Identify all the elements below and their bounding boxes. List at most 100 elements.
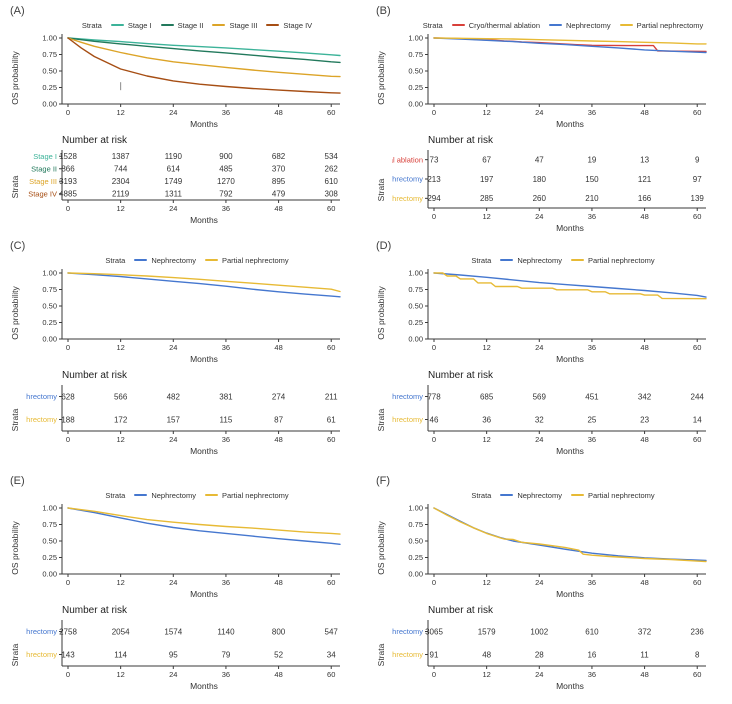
risk-count: 166 bbox=[638, 194, 652, 203]
risk-count: 139 bbox=[691, 194, 705, 203]
risk-count: 2304 bbox=[112, 177, 130, 186]
x-tick-label: 24 bbox=[535, 578, 543, 587]
legend-title: Strata bbox=[105, 255, 126, 265]
legend-title: Strata bbox=[81, 20, 102, 30]
risk-count: 32 bbox=[535, 415, 544, 424]
legend-line-swatch bbox=[160, 24, 174, 26]
legend: Strata Nephrectomy Partial nephrectomy bbox=[28, 253, 366, 267]
x-axis-title: Months bbox=[190, 119, 218, 129]
x-tick-label: 24 bbox=[535, 108, 543, 117]
legend-item-stage-iii: Stage III bbox=[212, 21, 257, 30]
x-tick-label: 36 bbox=[588, 670, 596, 679]
x-tick-label: 36 bbox=[222, 578, 230, 587]
panel-label: (E) bbox=[10, 475, 25, 487]
risk-count: 451 bbox=[585, 392, 599, 401]
legend-line-swatch bbox=[619, 24, 633, 26]
y-tick-label: 0.25 bbox=[408, 553, 423, 562]
x-tick-label: 0 bbox=[66, 108, 70, 117]
km-plot: 0.00 0.25 0.50 0.75 1.00 0 12 24 36 48 60 Months bbox=[42, 34, 341, 129]
x-tick-label: 0 bbox=[66, 578, 70, 587]
x-axis-title: Months bbox=[190, 589, 218, 599]
x-tick-label: 60 bbox=[693, 343, 701, 352]
x-tick-label: 12 bbox=[116, 578, 124, 587]
risk-count: 792 bbox=[219, 190, 233, 199]
risk-count: 381 bbox=[219, 392, 233, 401]
risk-count: 67 bbox=[482, 155, 491, 164]
y-tick-label: 0.50 bbox=[408, 302, 423, 311]
legend-line-swatch bbox=[134, 494, 148, 496]
chart-area: OS probability 0.00 0.25 0.50 0.75 1.00 0 12 24… bbox=[4, 32, 366, 132]
x-axis-title: Months bbox=[556, 223, 584, 233]
km-curve-nephrectomy bbox=[67, 507, 341, 545]
x-tick-label: 0 bbox=[66, 204, 70, 213]
x-axis-title: Months bbox=[556, 681, 584, 691]
x-tick-label: 36 bbox=[588, 108, 596, 117]
risk-count: 172 bbox=[114, 415, 128, 424]
legend-label: Nephrectomy bbox=[517, 490, 562, 500]
legend-line-swatch bbox=[266, 24, 280, 26]
y-axis-title-column: OS probability bbox=[4, 502, 26, 602]
x-tick-label: 0 bbox=[432, 578, 436, 587]
risk-count: 244 bbox=[691, 392, 705, 401]
km-curve-stage-ii bbox=[67, 37, 341, 64]
x-tick-label: 24 bbox=[169, 435, 177, 444]
risk-count: 11 bbox=[640, 650, 649, 659]
risk-count: 1579 bbox=[478, 627, 496, 636]
x-tick-label: 12 bbox=[482, 343, 490, 352]
risk-count: 1574 bbox=[164, 627, 182, 636]
risk-row-label-partial-nephrectomy: Partial nephrectomy bbox=[392, 194, 423, 203]
risk-table-title: Number at risk bbox=[62, 370, 128, 381]
legend-line-swatch bbox=[212, 24, 226, 26]
risk-table: Strata Cryo/thermal ablation73674719139N… bbox=[370, 150, 732, 235]
legend-label: Cryo/thermal ablation bbox=[468, 20, 540, 30]
x-tick-label: 48 bbox=[640, 212, 648, 221]
legend-label: Partial nephrectomy bbox=[221, 255, 289, 265]
risk-count: 36 bbox=[482, 415, 491, 424]
legend-item-partial-nephrectomy: Partial nephrectomy bbox=[204, 491, 289, 500]
risk-count: 61 bbox=[327, 415, 336, 424]
x-tick-label: 24 bbox=[169, 204, 177, 213]
strata-axis-title: Strata bbox=[10, 408, 20, 432]
y-tick-label: 1.00 bbox=[408, 34, 423, 43]
risk-count: 744 bbox=[114, 165, 128, 174]
x-tick-label: 48 bbox=[640, 670, 648, 679]
chart-area: OS probability 0.00 0.25 0.50 0.75 1.00 0 12 24… bbox=[4, 502, 366, 602]
panel-c: (C) Strata Nephrectomy Partial nephrectom… bbox=[0, 235, 366, 470]
risk-count: 87 bbox=[274, 415, 283, 424]
risk-count: 47 bbox=[535, 155, 544, 164]
y-tick-label: 0.50 bbox=[42, 302, 57, 311]
x-tick-label: 36 bbox=[222, 108, 230, 117]
km-curve-partial-nephrectomy bbox=[67, 272, 341, 293]
x-tick-label: 48 bbox=[640, 108, 648, 117]
legend-label: Stage III bbox=[229, 20, 258, 30]
x-tick-label: 12 bbox=[116, 435, 124, 444]
risk-count: 16 bbox=[587, 650, 596, 659]
risk-count: 900 bbox=[219, 152, 233, 161]
km-curve-nephrectomy bbox=[67, 272, 341, 298]
risk-table-plot: Nephrectomy 628 566 482 381 274 211 Partial nep… bbox=[26, 385, 340, 456]
x-tick-label: 60 bbox=[693, 435, 701, 444]
risk-table-title: Number at risk bbox=[428, 370, 494, 381]
legend-line-swatch bbox=[110, 24, 124, 26]
km-plot: 0.00 0.25 0.50 0.75 1.00 0 12 24 36 48 60 Months bbox=[408, 504, 707, 599]
risk-count: 285 bbox=[480, 194, 494, 203]
risk-row-label-partial-nephrectomy: Partial nephrectomy bbox=[26, 650, 57, 659]
risk-count: 3193 bbox=[59, 177, 77, 186]
y-tick-label: 1.00 bbox=[408, 504, 423, 513]
risk-table-title: Number at risk bbox=[62, 135, 128, 146]
legend-item-stage-ii: Stage II bbox=[160, 21, 203, 30]
legend-line-swatch bbox=[570, 494, 584, 496]
risk-count: 2758 bbox=[59, 627, 77, 636]
risk-count: 569 bbox=[533, 392, 547, 401]
risk-table-title: Number at risk bbox=[62, 605, 128, 616]
y-tick-label: 0.00 bbox=[408, 570, 423, 579]
x-tick-label: 36 bbox=[222, 435, 230, 444]
risk-table-plot: Stage I 1528 1387 1190 900 682 534 Stage II 866 7… bbox=[28, 150, 340, 225]
y-tick-label: 0.00 bbox=[42, 335, 57, 344]
legend-label: Nephrectomy bbox=[517, 255, 562, 265]
strata-axis-title: Strata bbox=[376, 179, 386, 202]
x-axis-title: Months bbox=[556, 354, 584, 364]
legend-item-nephrectomy: Nephrectomy bbox=[549, 21, 611, 30]
x-tick-label: 60 bbox=[327, 108, 335, 117]
risk-count: 260 bbox=[533, 194, 547, 203]
